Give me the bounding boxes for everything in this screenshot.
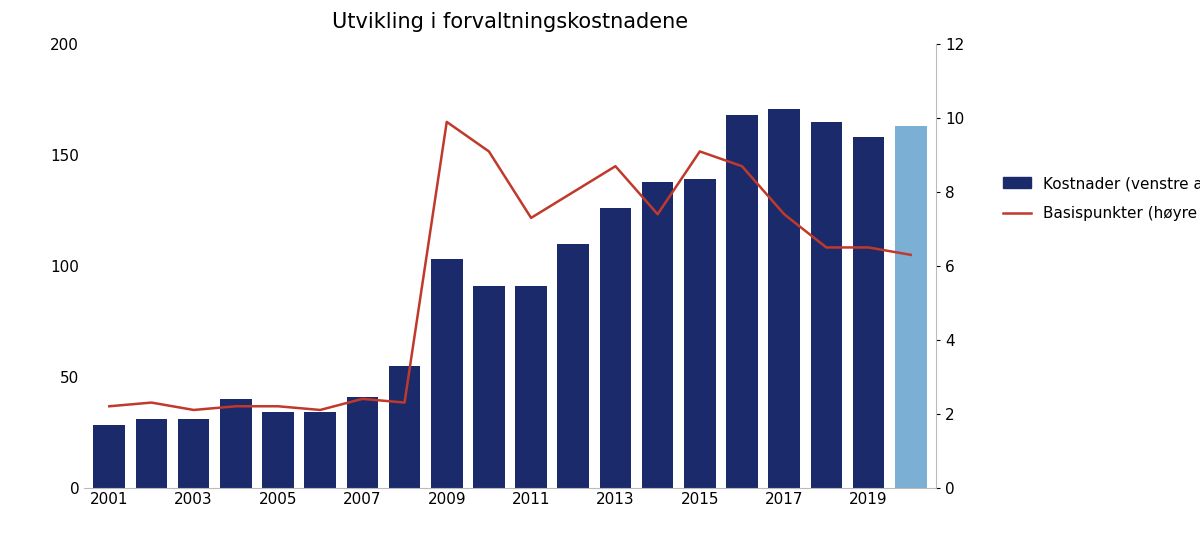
Bar (600, 208, 631, 488)
Bar (895, 126, 926, 488)
Bar (642, 182, 673, 488)
Bar (558, 244, 589, 488)
Bar (178, 419, 210, 488)
Bar (684, 179, 715, 488)
Bar (726, 115, 757, 488)
Bar (431, 259, 462, 488)
Bar (263, 412, 294, 488)
Bar (347, 397, 378, 488)
Title: Utvikling i forvaltningskostnadene: Utvikling i forvaltningskostnadene (332, 12, 688, 32)
Bar (389, 366, 420, 488)
Bar (220, 399, 252, 488)
Bar (94, 425, 125, 488)
Legend: Kostnader (venstre akse), Basispunkter (høyre akse): Kostnader (venstre akse), Basispunkter (… (1003, 176, 1200, 222)
Bar (473, 286, 505, 488)
Bar (768, 109, 800, 488)
Bar (515, 286, 547, 488)
Bar (136, 419, 167, 488)
Bar (305, 412, 336, 488)
Bar (853, 137, 884, 488)
Bar (810, 122, 842, 488)
